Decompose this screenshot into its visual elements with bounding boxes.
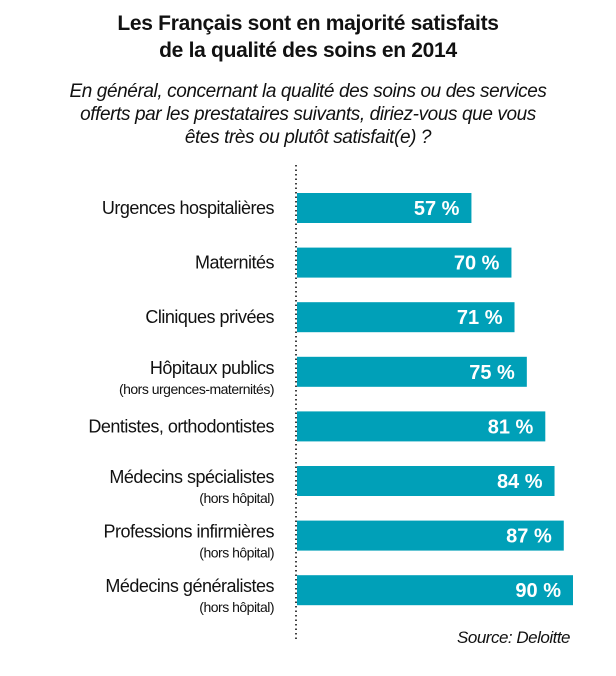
bar [297, 302, 515, 333]
bar-value-label: 75 % [469, 362, 515, 384]
bar-group: 84 % Médecins spécialistes (hors hôpital) [109, 466, 555, 506]
bar-group: 57 % Urgences hospitalières [102, 193, 472, 223]
bar-value-label: 81 % [488, 416, 534, 438]
category-label: Dentistes, orthodontistes [88, 416, 274, 436]
bar [297, 466, 555, 496]
bar-group: 81 % Dentistes, orthodontistes [88, 411, 546, 442]
bar [297, 193, 472, 223]
bar-group: 71 % Cliniques privées [145, 302, 515, 333]
bar-value-label: 57 % [414, 198, 460, 220]
category-sublabel: (hors hôpital) [199, 545, 274, 561]
bar [297, 356, 527, 387]
bar-value-label: 87 % [506, 526, 552, 548]
bar [297, 411, 546, 442]
bar [297, 247, 512, 278]
bar [297, 520, 564, 551]
bar-value-label: 71 % [457, 307, 503, 329]
category-label: Médecins généralistes [105, 576, 274, 596]
category-sublabel: (hors hôpital) [199, 490, 274, 506]
subtitle-line-1: En général, concernant la qualité des so… [69, 81, 547, 102]
category-label: Urgences hospitalières [102, 198, 275, 218]
source-note: Source: Deloitte [457, 628, 570, 647]
subtitle-line-3: êtes très ou plutôt satisfait(e) ? [184, 127, 432, 148]
bar-value-label: 84 % [497, 471, 543, 493]
category-sublabel: (hors hôpital) [199, 599, 274, 615]
chart-subtitle: En général, concernant la qualité des so… [20, 80, 596, 149]
bar-value-label: 70 % [454, 253, 500, 275]
category-label: Hôpitaux publics [150, 358, 275, 378]
bar-group: 70 % Maternités [195, 247, 512, 278]
bar [297, 575, 573, 606]
category-label: Cliniques privées [145, 307, 274, 327]
category-label: Maternités [195, 253, 275, 273]
subtitle-line-2: offerts par les prestataires suivants, d… [80, 104, 536, 125]
title-line-1: Les Français sont en majorité satisfaits [117, 12, 499, 35]
title-line-2: de la qualité des soins en 2014 [159, 39, 457, 62]
category-label: Professions infirmières [103, 522, 274, 542]
bar-group: 75 % Hôpitaux publics (hors urgences-mater… [119, 356, 527, 397]
bar-group: 87 % Professions infirmières (hors hôpital… [103, 520, 564, 561]
chart-title: Les Français sont en majorité satisfaits… [0, 10, 616, 64]
bar-value-label: 90 % [515, 580, 561, 602]
category-sublabel: (hors urgences-maternités) [119, 381, 274, 397]
category-label: Médecins spécialistes [109, 467, 274, 487]
bar-group: 90 % Médecins généralistes (hors hôpital) [105, 575, 573, 615]
